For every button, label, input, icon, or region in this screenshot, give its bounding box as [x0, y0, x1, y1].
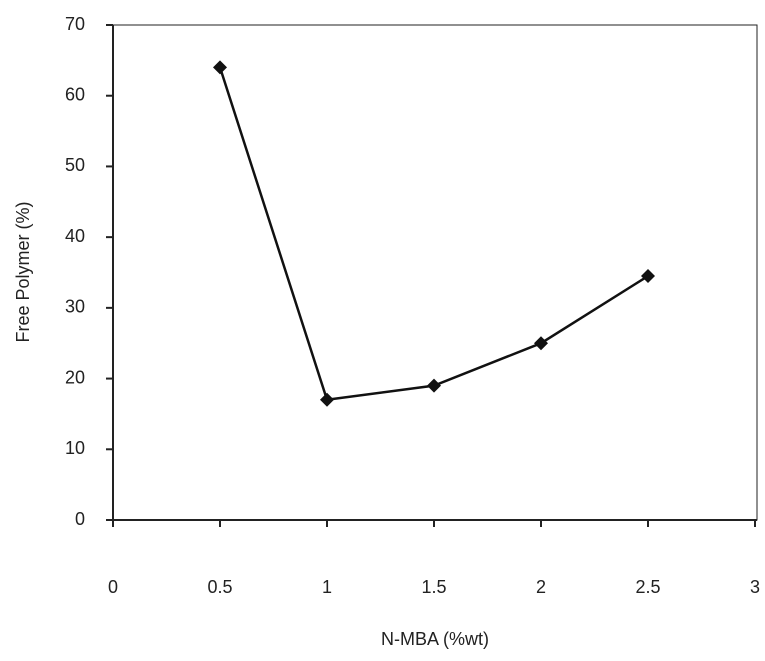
plot-frame [113, 25, 757, 520]
marker [534, 336, 548, 350]
marker [427, 379, 441, 393]
line [220, 67, 648, 399]
x-axis-label: N-MBA (%wt) [381, 629, 489, 649]
y-tick-label: 0 [75, 509, 85, 529]
y-tick-label: 60 [65, 84, 85, 104]
y-tick-label: 40 [65, 226, 85, 246]
chart: N-MBA (%wt) Free Polymer (%) 01020304050… [0, 0, 765, 656]
x-tick-label: 1 [322, 577, 332, 597]
x-tick-label: 3 [750, 577, 760, 597]
marker [320, 393, 334, 407]
x-tick-label: 1.5 [421, 577, 446, 597]
x-tick-label: 0.5 [207, 577, 232, 597]
marker [213, 60, 227, 74]
y-axis-label: Free Polymer (%) [13, 201, 33, 342]
y-tick-label: 50 [65, 155, 85, 175]
marker [641, 269, 655, 283]
y-tick-label: 30 [65, 297, 85, 317]
y-tick-label: 10 [65, 438, 85, 458]
x-tick-label: 0 [108, 577, 118, 597]
x-tick-label: 2.5 [635, 577, 660, 597]
y-tick-label: 20 [65, 367, 85, 387]
x-tick-label: 2 [536, 577, 546, 597]
y-tick-label: 70 [65, 14, 85, 34]
